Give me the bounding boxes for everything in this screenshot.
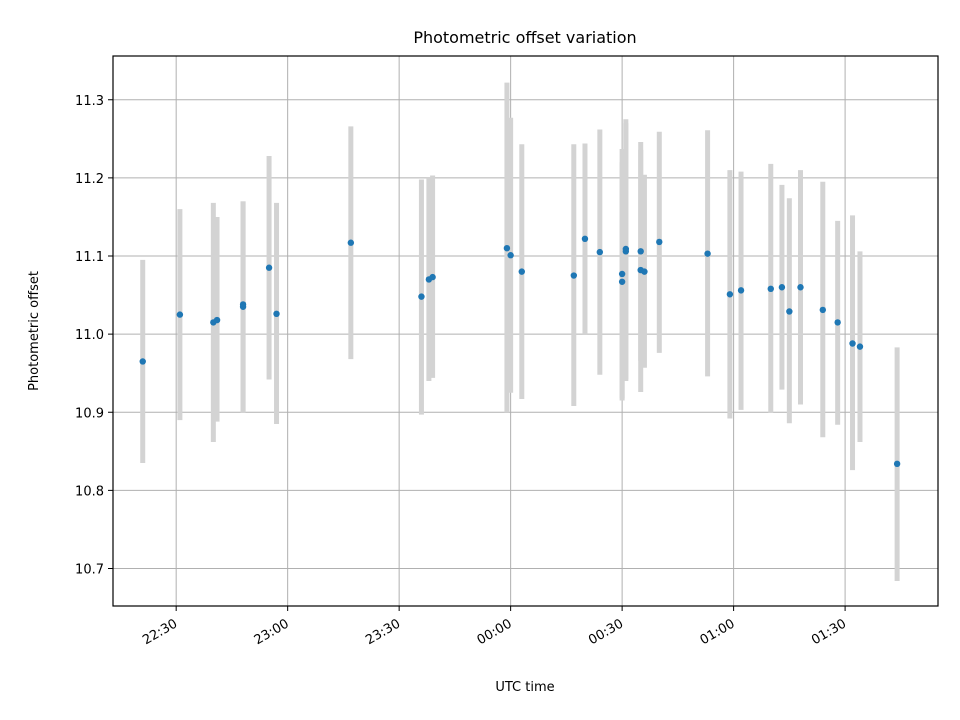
data-point — [797, 284, 804, 291]
y-tick-label: 11.3 — [75, 94, 104, 109]
data-point — [849, 340, 856, 347]
data-point — [239, 303, 247, 310]
plot-frame — [112, 55, 939, 607]
data-point — [429, 273, 436, 281]
point-layer — [139, 235, 901, 468]
data-point — [893, 460, 901, 468]
data-point — [637, 248, 644, 255]
data-point — [176, 311, 184, 318]
data-point — [819, 306, 826, 314]
y-tick-label: 11.0 — [75, 328, 104, 343]
data-point — [856, 343, 864, 350]
data-point — [418, 293, 425, 300]
data-point — [347, 239, 355, 246]
data-point — [704, 250, 711, 257]
y-axis-label: Photometric offset — [27, 271, 42, 391]
y-tick-label: 11.1 — [75, 250, 104, 265]
data-point — [596, 248, 604, 256]
data-point — [581, 235, 589, 243]
data-point — [834, 319, 841, 326]
data-point — [273, 310, 280, 318]
y-tick-label: 11.2 — [75, 172, 104, 187]
y-tick-label: 10.7 — [75, 563, 104, 578]
data-point — [570, 272, 578, 279]
data-point — [507, 252, 514, 259]
data-point — [265, 264, 273, 271]
data-point — [767, 285, 774, 293]
y-tick-label: 10.9 — [75, 406, 104, 421]
chart-title: Photometric offset variation — [413, 28, 636, 47]
data-point — [618, 278, 626, 285]
data-point — [518, 268, 525, 275]
data-point — [622, 248, 630, 255]
data-point — [503, 244, 511, 252]
data-point — [726, 291, 734, 298]
data-point — [656, 238, 663, 246]
data-point — [778, 284, 786, 291]
data-point — [618, 270, 626, 278]
data-point — [641, 268, 648, 275]
data-point — [213, 316, 221, 324]
data-point — [139, 358, 146, 365]
y-tick-label: 10.8 — [75, 484, 104, 499]
data-point — [786, 308, 793, 315]
x-axis-label: UTC time — [495, 680, 554, 695]
data-point — [737, 287, 745, 294]
